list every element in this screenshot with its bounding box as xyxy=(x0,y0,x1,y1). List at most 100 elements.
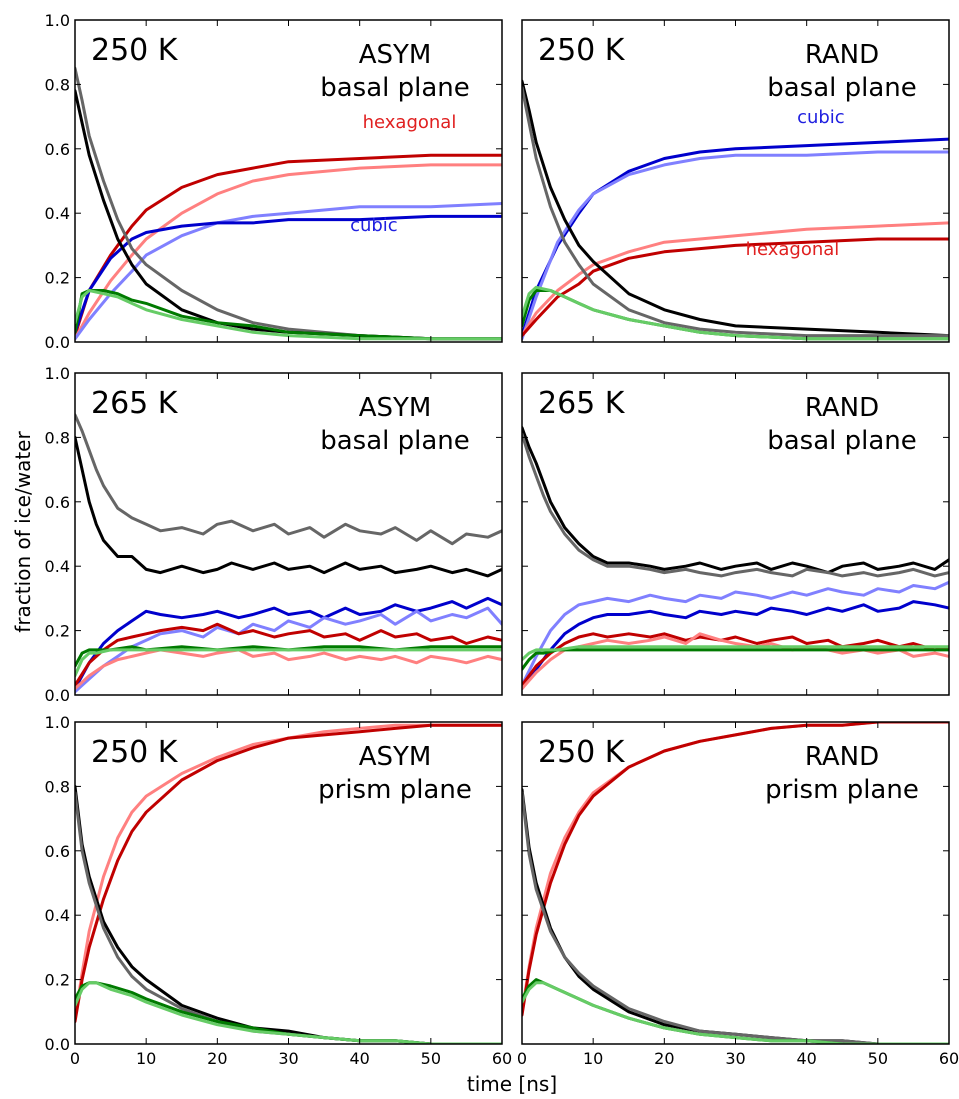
x-tick-label: 30 xyxy=(278,1049,298,1068)
y-tick-label: 0.6 xyxy=(45,493,70,512)
y-tick-label: 0.6 xyxy=(45,842,70,861)
series-group xyxy=(522,722,949,1044)
x-tick-label: 0 xyxy=(70,1049,80,1068)
panel-temperature: 250 K xyxy=(538,735,626,770)
series-group xyxy=(75,723,502,1044)
y-tick-label: 0.2 xyxy=(45,269,70,288)
series-line-hexagonal-dark xyxy=(75,622,502,687)
y-tick-label: 0.6 xyxy=(45,140,70,159)
x-tick-label: 50 xyxy=(421,1049,441,1068)
series-line-water-light xyxy=(522,86,949,338)
series-line-hexagonal-light xyxy=(522,221,949,338)
series-line-cubic-dark xyxy=(75,596,502,691)
x-tick-label: 60 xyxy=(492,1049,512,1068)
series-line-water-dark xyxy=(75,435,502,578)
panel-5: 0 10 20 30 40 50 60 0.0 0.2 0.4 0.6 0.8 1.0 250 K ASYM… xyxy=(45,713,513,1068)
x-tick-label: 10 xyxy=(136,1049,156,1068)
y-tick-label: 1.0 xyxy=(45,11,70,30)
y-tick-label: 0.0 xyxy=(45,686,70,705)
series-line-water-light xyxy=(75,413,502,546)
y-tick-label: 0.4 xyxy=(45,906,70,925)
x-tick-label: 20 xyxy=(207,1049,227,1068)
series-group xyxy=(75,66,502,341)
series-line-water-dark xyxy=(522,426,949,575)
y-tick-label: 1.0 xyxy=(45,713,70,732)
series-line-hexagonal-light xyxy=(75,723,502,1020)
plot-frame xyxy=(74,19,503,343)
y-tick-label: 0.8 xyxy=(45,428,70,447)
series-text-label: hexagonal xyxy=(363,112,457,133)
x-tick-label: 40 xyxy=(796,1049,816,1068)
x-tick-label: 0 xyxy=(517,1049,527,1068)
series-line-water-dark xyxy=(75,784,502,1044)
series-line-interface-light xyxy=(75,981,502,1044)
panel-label-line: basal plane xyxy=(320,426,470,456)
panel-label-line: RAND xyxy=(805,393,879,423)
y-tick-label: 1.0 xyxy=(45,364,70,383)
series-line-cubic-light xyxy=(522,580,949,687)
panel-temperature: 265 K xyxy=(538,386,626,421)
panel-label-line: prism plane xyxy=(318,775,472,805)
series-group xyxy=(75,413,502,694)
x-tick-label: 50 xyxy=(868,1049,888,1068)
series-line-hexagonal-light xyxy=(75,648,502,691)
panel-label-line: RAND xyxy=(805,40,879,70)
x-tick-label: 20 xyxy=(654,1049,674,1068)
series-line-cubic-light xyxy=(75,202,502,341)
series-line-interface-light xyxy=(522,645,949,662)
series-line-interface-light xyxy=(75,289,502,341)
series-line-cubic-dark xyxy=(522,600,949,691)
series-line-hexagonal-dark xyxy=(522,237,949,338)
x-tick-label: 10 xyxy=(583,1049,603,1068)
y-tick-label: 0.0 xyxy=(45,1035,70,1054)
panel-label-line: basal plane xyxy=(767,426,917,456)
series-line-interface-light xyxy=(75,648,502,678)
panel-label-line: RAND xyxy=(805,742,879,772)
series-line-cubic-light xyxy=(75,606,502,694)
series-line-interface-light xyxy=(522,285,949,341)
x-tick-label: 30 xyxy=(725,1049,745,1068)
series-line-water-dark xyxy=(522,79,949,338)
panel-label-line: basal plane xyxy=(320,73,470,103)
series-line-water-light xyxy=(522,432,949,578)
x-axis-label: time [ns] xyxy=(467,1072,557,1096)
panel-temperature: 250 K xyxy=(91,33,179,68)
x-tick-label: 60 xyxy=(939,1049,959,1068)
series-line-cubic-dark xyxy=(75,214,502,334)
series-line-hexagonal-light xyxy=(75,163,502,341)
series-group xyxy=(522,426,949,691)
series-line-hexagonal-dark xyxy=(522,632,949,687)
y-tick-label: 0.4 xyxy=(45,557,70,576)
series-line-cubic-light xyxy=(522,150,949,341)
series-group xyxy=(522,79,949,341)
panel-temperature: 250 K xyxy=(538,33,626,68)
panel-label-line: prism plane xyxy=(765,775,919,805)
panel-label-line: ASYM xyxy=(359,393,432,423)
y-axis-label: fraction of ice/water xyxy=(11,431,35,633)
plot-frame xyxy=(521,19,950,343)
series-text-label: hexagonal xyxy=(746,239,840,260)
y-tick-label: 0.0 xyxy=(45,333,70,352)
y-tick-label: 0.8 xyxy=(45,75,70,94)
series-line-water-light xyxy=(522,791,949,1044)
series-line-water-light xyxy=(75,791,502,1044)
series-text-label: cubic xyxy=(797,107,845,128)
plot-frame xyxy=(521,721,950,1045)
y-tick-label: 0.4 xyxy=(45,204,70,223)
panel-temperature: 265 K xyxy=(91,386,179,421)
y-tick-label: 0.2 xyxy=(45,622,70,641)
panel-label-line: ASYM xyxy=(359,40,432,70)
series-line-interface-dark xyxy=(75,289,502,341)
series-line-water-dark xyxy=(522,788,949,1044)
panel-temperature: 250 K xyxy=(91,735,179,770)
series-line-interface-dark xyxy=(522,648,949,671)
series-text-label: cubic xyxy=(350,215,398,236)
panel-label-line: ASYM xyxy=(359,742,432,772)
